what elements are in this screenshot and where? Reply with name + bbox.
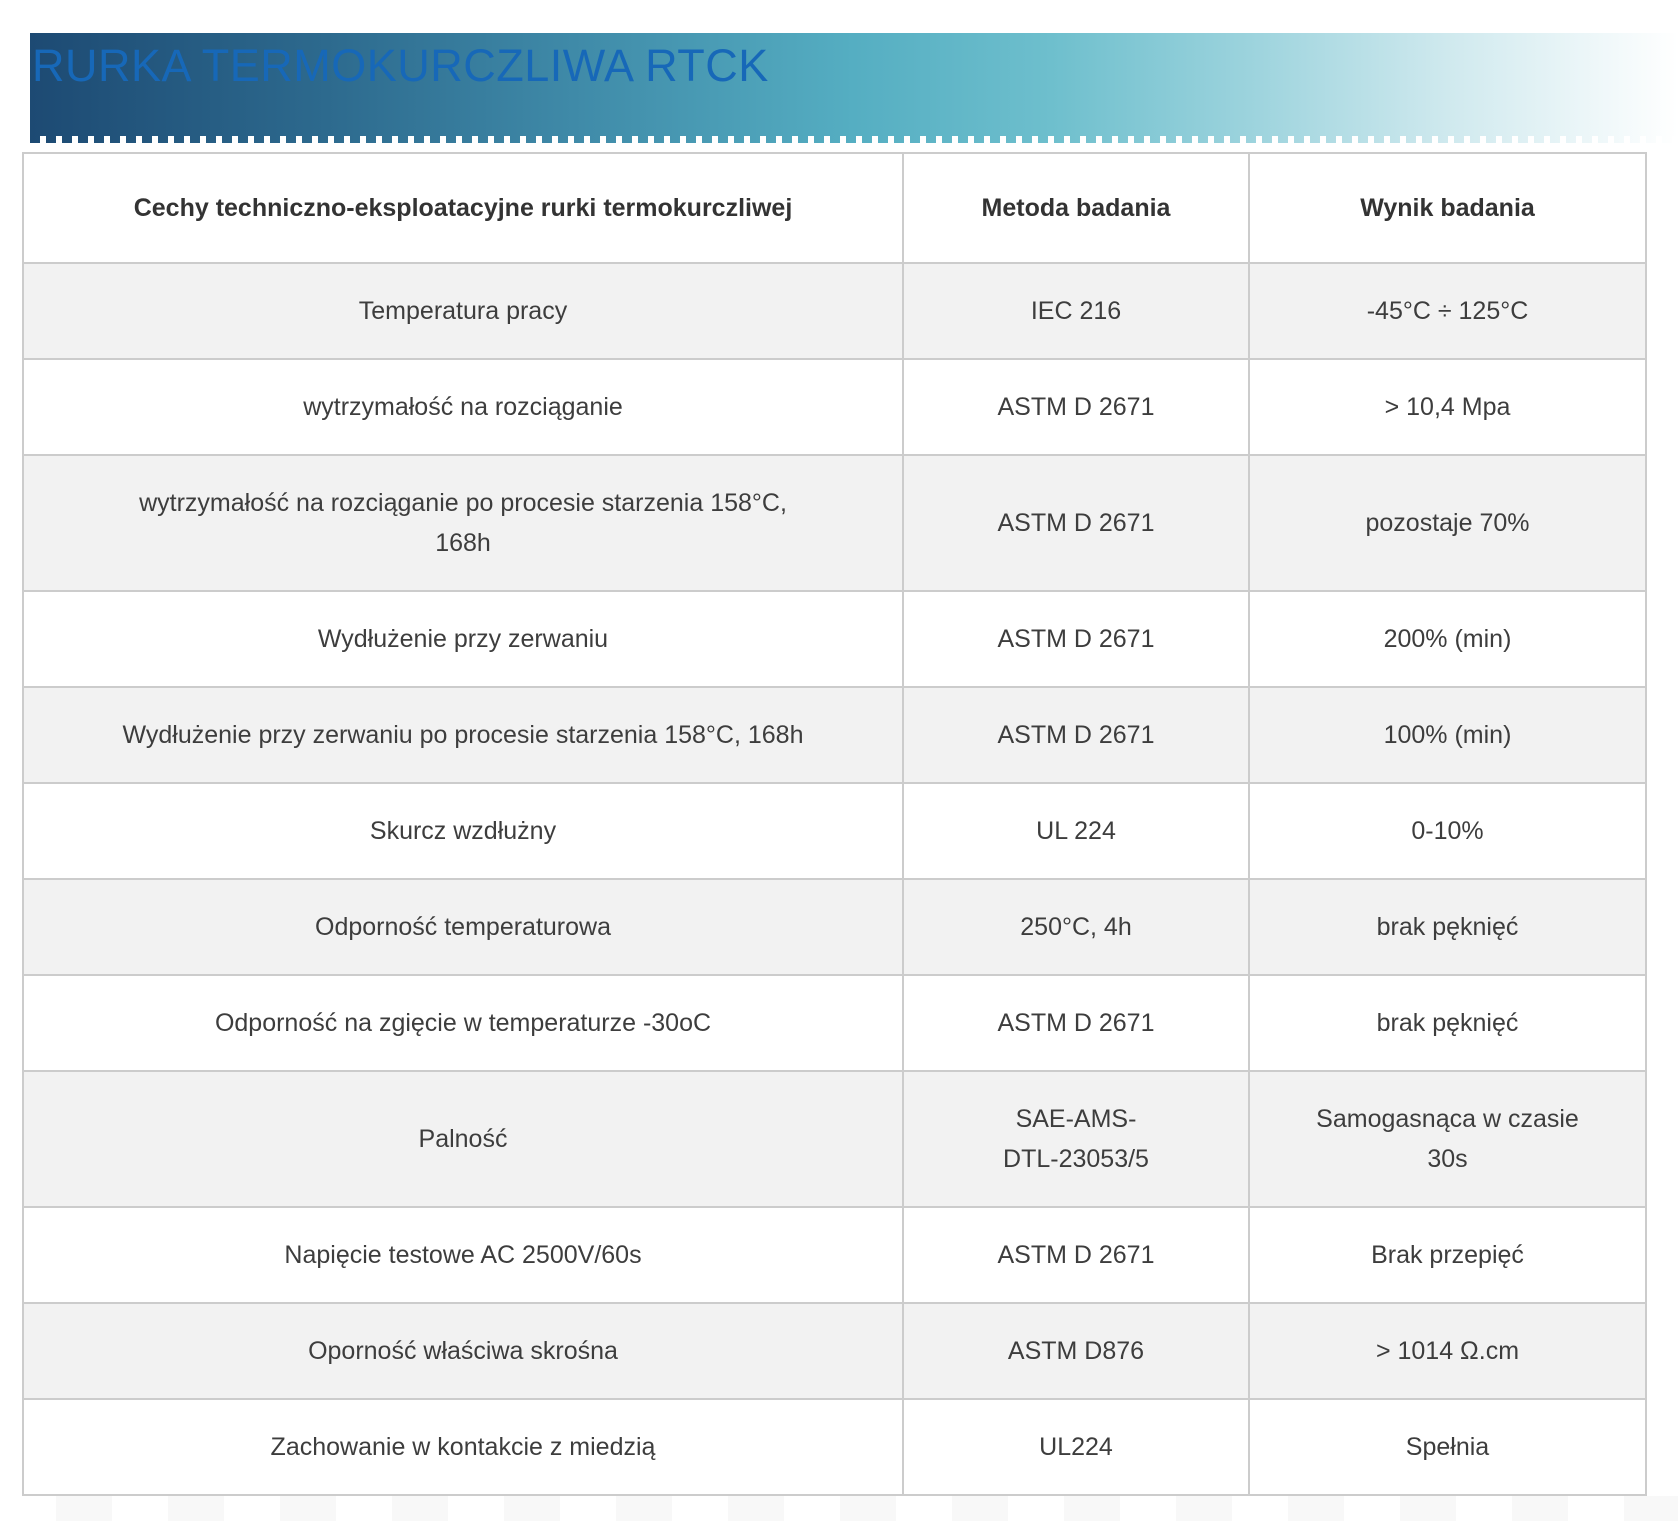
result-cell: > 1014 Ω.cm bbox=[1248, 1302, 1647, 1400]
table-header-row: Cechy techniczno-eksploatacyjne rurki te… bbox=[22, 152, 1647, 264]
method-cell: SAE-AMS- DTL-23053/5 bbox=[902, 1070, 1250, 1208]
table-row: Wydłużenie przy zerwaniu ASTM D 2671 200… bbox=[22, 590, 1647, 688]
result-cell: Spełnia bbox=[1248, 1398, 1647, 1496]
method-cell: ASTM D 2671 bbox=[902, 974, 1250, 1072]
table-row: Temperatura pracy IEC 216 -45°C ÷ 125°C bbox=[22, 262, 1647, 360]
feature-cell: Zachowanie w kontakcie z miedzią bbox=[22, 1398, 904, 1496]
method-cell: ASTM D 2671 bbox=[902, 686, 1250, 784]
feature-cell: Palność bbox=[22, 1070, 904, 1208]
feature-cell: Napięcie testowe AC 2500V/60s bbox=[22, 1206, 904, 1304]
feature-column-header: Cechy techniczno-eksploatacyjne rurki te… bbox=[22, 152, 904, 264]
feature-cell: Oporność właściwa skrośna bbox=[22, 1302, 904, 1400]
table-row: Napięcie testowe AC 2500V/60s ASTM D 267… bbox=[22, 1206, 1647, 1304]
table-row: Palność SAE-AMS- DTL-23053/5 Samogasnąca… bbox=[22, 1070, 1647, 1208]
feature-cell: Skurcz wzdłużny bbox=[22, 782, 904, 880]
table-row: wytrzymałość na rozciąganie ASTM D 2671 … bbox=[22, 358, 1647, 456]
method-cell: ASTM D876 bbox=[902, 1302, 1250, 1400]
header-banner: RURKA TERMOKURCZLIWA RTCK bbox=[30, 33, 1678, 143]
method-cell: ASTM D 2671 bbox=[902, 358, 1250, 456]
result-column-header: Wynik badania bbox=[1248, 152, 1647, 264]
result-cell: 100% (min) bbox=[1248, 686, 1647, 784]
result-cell: -45°C ÷ 125°C bbox=[1248, 262, 1647, 360]
table-row: Oporność właściwa skrośna ASTM D876 > 10… bbox=[22, 1302, 1647, 1400]
result-cell: brak pęknięć bbox=[1248, 878, 1647, 976]
method-cell: IEC 216 bbox=[902, 262, 1250, 360]
background-pattern bbox=[0, 1496, 1678, 1521]
feature-cell: Temperatura pracy bbox=[22, 262, 904, 360]
method-cell: ASTM D 2671 bbox=[902, 590, 1250, 688]
method-cell: ASTM D 2671 bbox=[902, 1206, 1250, 1304]
feature-cell: Wydłużenie przy zerwaniu po procesie sta… bbox=[22, 686, 904, 784]
result-cell: Samogasnąca w czasie 30s bbox=[1248, 1070, 1647, 1208]
result-cell: 0-10% bbox=[1248, 782, 1647, 880]
spec-table: Cechy techniczno-eksploatacyjne rurki te… bbox=[22, 152, 1647, 1496]
table-row: Odporność na zgięcie w temperaturze -30o… bbox=[22, 974, 1647, 1072]
feature-cell: Odporność temperaturowa bbox=[22, 878, 904, 976]
result-cell: > 10,4 Mpa bbox=[1248, 358, 1647, 456]
table-row: Odporność temperaturowa 250°C, 4h brak p… bbox=[22, 878, 1647, 976]
result-cell: Brak przepięć bbox=[1248, 1206, 1647, 1304]
feature-cell: Odporność na zgięcie w temperaturze -30o… bbox=[22, 974, 904, 1072]
table-row: Zachowanie w kontakcie z miedzią UL224 S… bbox=[22, 1398, 1647, 1496]
method-cell: ASTM D 2671 bbox=[902, 454, 1250, 592]
method-cell: UL224 bbox=[902, 1398, 1250, 1496]
table-row: wytrzymałość na rozciąganie po procesie … bbox=[22, 454, 1647, 592]
page-title: RURKA TERMOKURCZLIWA RTCK bbox=[32, 40, 769, 91]
method-cell: UL 224 bbox=[902, 782, 1250, 880]
result-cell: 200% (min) bbox=[1248, 590, 1647, 688]
feature-cell: Wydłużenie przy zerwaniu bbox=[22, 590, 904, 688]
method-column-header: Metoda badania bbox=[902, 152, 1250, 264]
result-cell: pozostaje 70% bbox=[1248, 454, 1647, 592]
feature-cell: wytrzymałość na rozciąganie po procesie … bbox=[22, 454, 904, 592]
result-cell: brak pęknięć bbox=[1248, 974, 1647, 1072]
method-cell: 250°C, 4h bbox=[902, 878, 1250, 976]
feature-cell: wytrzymałość na rozciąganie bbox=[22, 358, 904, 456]
table-row: Wydłużenie przy zerwaniu po procesie sta… bbox=[22, 686, 1647, 784]
table-row: Skurcz wzdłużny UL 224 0-10% bbox=[22, 782, 1647, 880]
